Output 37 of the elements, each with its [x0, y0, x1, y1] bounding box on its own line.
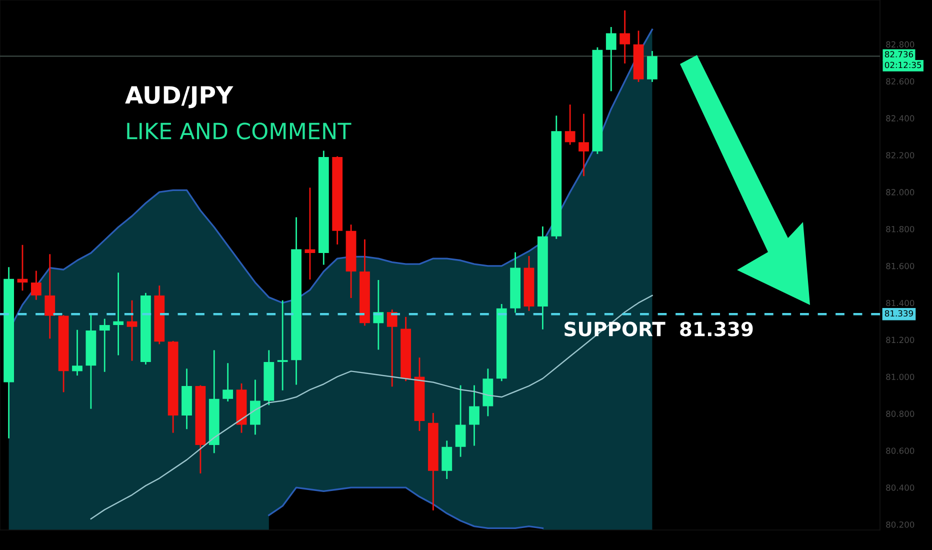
- candlestick: [72, 330, 82, 376]
- candlestick: [620, 10, 630, 64]
- candlestick: [386, 310, 398, 387]
- y-tick-label: 81.000: [886, 374, 914, 380]
- candlestick: [277, 300, 288, 390]
- ref-line-label: 82.736: [884, 51, 914, 58]
- candlestick: [17, 244, 28, 291]
- candlestick: [304, 188, 316, 280]
- candlestick: [578, 114, 589, 176]
- annotation: 81.339: [884, 310, 913, 317]
- candlestick: [113, 272, 124, 356]
- text: AUD/JPY: [125, 86, 234, 108]
- y-tick-label: 81.800: [886, 226, 914, 232]
- y-tick-label: 82.600: [886, 78, 914, 85]
- candlestick: [30, 270, 42, 300]
- candlestick: [126, 300, 138, 361]
- y-tick-label: 80.800: [886, 410, 914, 417]
- text: LIKE AND COMMENT: [127, 122, 352, 140]
- y-tick-label: 80.200: [886, 521, 914, 528]
- y-tick-label: 81.600: [886, 262, 914, 270]
- y-tick-label: 81.200: [886, 336, 914, 344]
- candlestick: [44, 254, 56, 339]
- y-tick-label: 82.800: [886, 41, 914, 48]
- candlestick: [469, 385, 480, 446]
- y-tick-label: 82.200: [886, 152, 914, 158]
- y-tick-label: 80.400: [886, 484, 914, 491]
- y-tick-label: 80.600: [886, 448, 914, 454]
- y-tick-label: 82.400: [886, 115, 914, 122]
- candlestick: [455, 385, 466, 457]
- y-tick-label: 81.400: [886, 300, 914, 306]
- candlestick: [99, 318, 110, 372]
- candlestick: [222, 363, 234, 402]
- candlestick: [606, 27, 616, 92]
- candlestick: [564, 104, 576, 145]
- text: 02:12:35: [884, 62, 922, 68]
- candlestick: [647, 51, 658, 82]
- y-tick-label: 82.000: [886, 189, 914, 196]
